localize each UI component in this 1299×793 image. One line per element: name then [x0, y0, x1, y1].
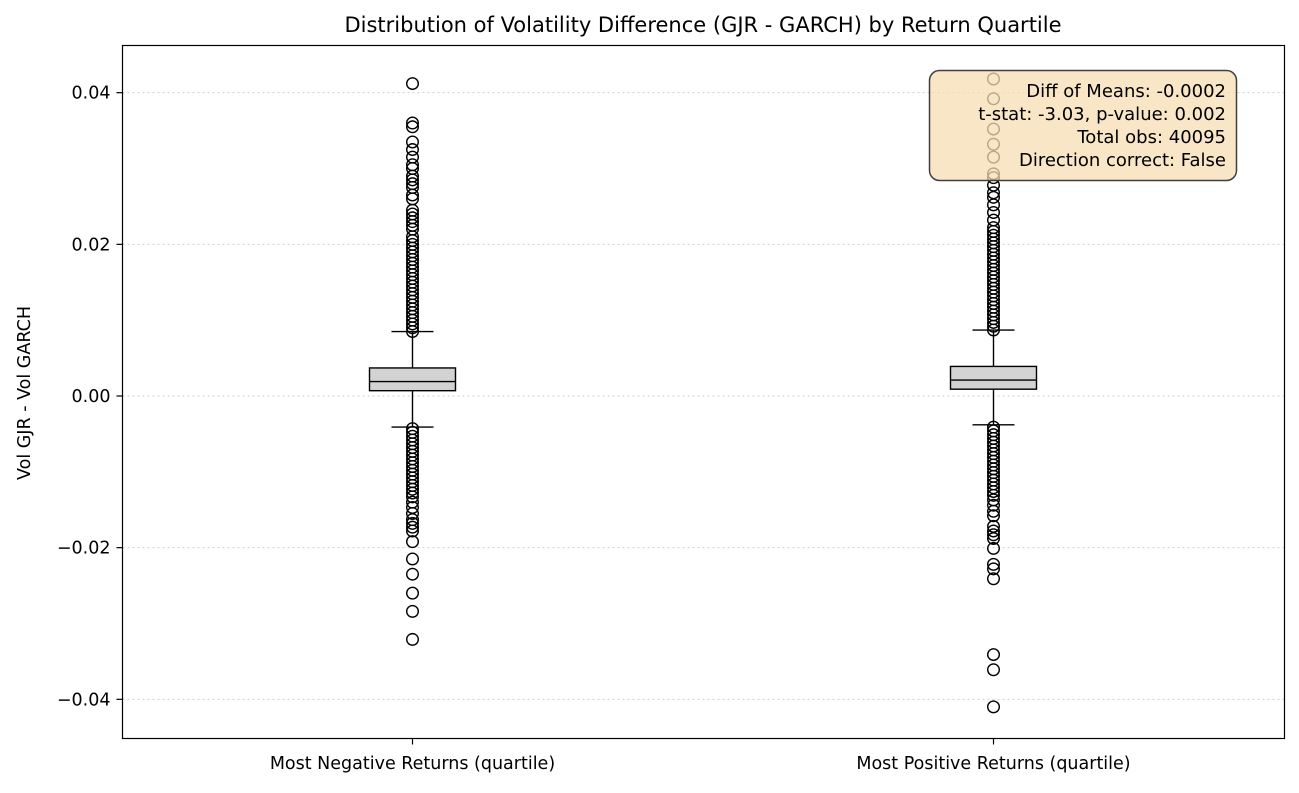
annotation-background [928, 69, 1238, 182]
box-group-negative [368, 77, 457, 646]
outlier-point [987, 213, 1001, 227]
box-group-positive [949, 72, 1038, 714]
outlier-point [987, 541, 1001, 555]
outlier-point [406, 507, 420, 521]
outlier-point [406, 516, 420, 530]
outlier-point [987, 228, 1001, 242]
outlier-point [406, 143, 420, 157]
outlier-point [406, 490, 420, 504]
outlier-point [406, 552, 420, 566]
outlier-point [987, 528, 1001, 542]
outlier-point [406, 486, 420, 500]
x-tick-label: Most Negative Returns (quartile) [270, 754, 555, 774]
outlier-point [406, 604, 420, 618]
outlier-point [987, 562, 1001, 576]
outlier-point [987, 485, 1001, 499]
outlier-point [987, 700, 1001, 714]
outlier-point [987, 663, 1001, 677]
outlier-point [406, 158, 420, 172]
iqr-box [368, 367, 457, 392]
outlier-point [406, 77, 420, 91]
outlier-point [987, 186, 1001, 200]
outlier-point [406, 120, 420, 134]
outlier-point [406, 586, 420, 600]
outlier-point [406, 567, 420, 581]
outlier-point [987, 572, 1001, 586]
x-tick-label: Most Positive Returns (quartile) [856, 754, 1130, 774]
annotation-line-total-obs: Total obs: 40095 [1076, 127, 1226, 148]
outlier-point [406, 632, 420, 646]
outlier-point [987, 557, 1001, 571]
chart-title: Distribution of Volatility Difference (G… [344, 13, 1061, 37]
outlier-point [987, 509, 1001, 523]
y-tick-label: 0.02 [72, 235, 111, 255]
annotation-line-diff-of-means: Diff of Means: -0.0002 [1026, 81, 1226, 102]
axes: 0.04 0.02 0.00 −0.02 −0.04 Most Negative Retu… [57, 84, 1131, 774]
outlier-point [987, 504, 1001, 518]
outlier-point [987, 488, 1001, 502]
outlier-point [406, 177, 420, 191]
outlier-point [987, 532, 1001, 546]
y-tick-label: −0.04 [57, 690, 111, 710]
outlier-point [987, 524, 1001, 538]
outlier-point [406, 535, 420, 549]
y-tick-label: −0.02 [57, 539, 111, 559]
y-tick-label: 0.00 [72, 387, 111, 407]
plot-area-frame [121, 44, 1286, 740]
outlier-point [987, 221, 1001, 235]
outlier-point [406, 482, 420, 496]
outlier-point [987, 498, 1001, 512]
outlier-point [406, 520, 420, 534]
annotation-line-direction: Direction correct: False [1019, 150, 1226, 171]
outlier-point [406, 237, 420, 251]
outlier-point [406, 150, 420, 164]
outlier-point [406, 211, 420, 225]
stats-annotation-box: Diff of Means: -0.0002 t-stat: -3.03, p-… [928, 69, 1238, 182]
outlier-point [987, 648, 1001, 662]
y-axis-label: Vol GJR - Vol GARCH [15, 306, 35, 480]
outlier-point [406, 116, 420, 130]
box-layer [368, 72, 1038, 714]
annotation-line-t-stat: t-stat: -3.03, p-value: 0.002 [978, 104, 1226, 125]
outlier-point [406, 524, 420, 538]
y-tick-label: 0.04 [72, 84, 111, 104]
grid-lines [122, 92, 1285, 700]
outlier-point [987, 205, 1001, 219]
outlier-point [406, 135, 420, 149]
outlier-point [406, 207, 420, 221]
iqr-box [949, 365, 1038, 390]
